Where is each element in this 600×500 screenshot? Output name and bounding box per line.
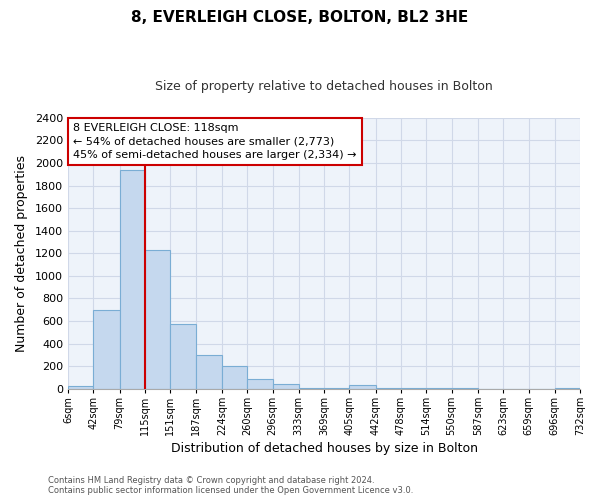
- Bar: [94, 310, 119, 388]
- Text: 8, EVERLEIGH CLOSE, BOLTON, BL2 3HE: 8, EVERLEIGH CLOSE, BOLTON, BL2 3HE: [131, 10, 469, 25]
- Bar: [145, 250, 170, 388]
- Bar: [349, 385, 376, 388]
- Bar: [222, 366, 247, 388]
- Bar: [272, 384, 299, 388]
- Bar: [247, 379, 272, 388]
- Bar: [170, 324, 196, 388]
- X-axis label: Distribution of detached houses by size in Bolton: Distribution of detached houses by size …: [170, 442, 478, 455]
- Text: Contains HM Land Registry data © Crown copyright and database right 2024.
Contai: Contains HM Land Registry data © Crown c…: [48, 476, 413, 495]
- Bar: [196, 355, 222, 388]
- Title: Size of property relative to detached houses in Bolton: Size of property relative to detached ho…: [155, 80, 493, 93]
- Y-axis label: Number of detached properties: Number of detached properties: [15, 155, 28, 352]
- Bar: [68, 386, 94, 388]
- Text: 8 EVERLEIGH CLOSE: 118sqm
← 54% of detached houses are smaller (2,773)
45% of se: 8 EVERLEIGH CLOSE: 118sqm ← 54% of detac…: [73, 123, 356, 160]
- Bar: [119, 170, 145, 388]
